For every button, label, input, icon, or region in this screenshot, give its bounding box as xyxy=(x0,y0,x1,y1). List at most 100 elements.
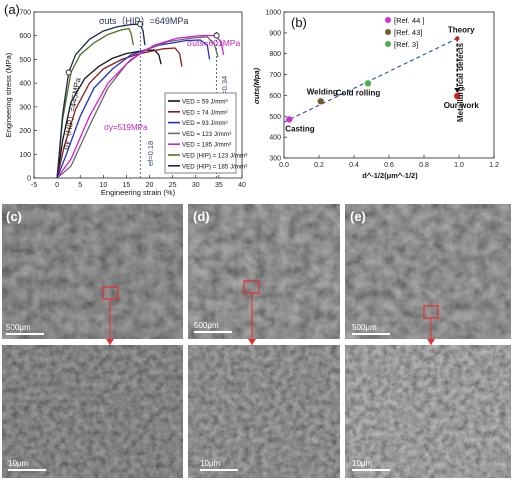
sem-c-bottom: 10μm xyxy=(2,345,183,478)
y-tick-label-b: 1000 xyxy=(265,10,281,17)
y-tick-label-b: 500 xyxy=(269,114,281,121)
annotation-uts: σuts=601MPa xyxy=(187,38,240,48)
x-tick-label: 40 xyxy=(238,182,246,189)
legend-label: VED = 59 J/mm³ xyxy=(182,99,228,106)
x-tick-label: 15 xyxy=(123,182,131,189)
x-tick-label: -5 xyxy=(31,182,37,189)
tensile-stress-strain-chart: (a) -5 0 5 10 15 20 25 30 35 40010020030040050060… xyxy=(4,2,247,197)
panel-c-label: (c) xyxy=(6,209,22,224)
x-tick-label-b: 0.2 xyxy=(314,162,324,169)
sem-d-top: (d) 500μm xyxy=(188,204,340,345)
y-tick-label: 600 xyxy=(19,33,31,40)
x-tick-label-b: 0.6 xyxy=(384,162,394,169)
y-axis-title: Engineering stress (MPa) xyxy=(4,52,13,137)
x-axis-title: Engineering strain (%) xyxy=(101,188,176,197)
y-tick-label-b: 300 xyxy=(269,156,281,163)
sem-d-bottom: 10μm xyxy=(188,345,340,478)
panel-d-label: (d) xyxy=(193,209,210,224)
scale-label-c-bottom: 10μm xyxy=(8,459,29,468)
x-axis-title-b: d^-1/2(μm^-1/2) xyxy=(362,171,418,180)
trend-line xyxy=(283,37,458,123)
annotation-uts-hip: σuts（HIP）=649MPa xyxy=(99,16,188,26)
point-label: Casting xyxy=(285,124,314,133)
legend-label-b: [Ref. 3] xyxy=(394,40,418,49)
legend-marker-b xyxy=(385,29,391,35)
point-label: Welding xyxy=(307,87,338,96)
y-tick-label-b: 700 xyxy=(269,72,281,79)
y-tick-label: 300 xyxy=(19,104,31,111)
x-tick-label: 25 xyxy=(169,182,177,189)
y-tick-label: 500 xyxy=(19,57,31,64)
x-tick-label-b: 0.4 xyxy=(349,162,359,169)
point-label: Theory xyxy=(448,25,475,34)
x-tick-label: 10 xyxy=(99,182,107,189)
series-line xyxy=(56,47,183,179)
legend-label: VED = 74 J/mm³ xyxy=(182,109,228,116)
key-point-marker xyxy=(137,21,144,28)
y-tick-label: 0 xyxy=(27,176,31,183)
legend-b: [Ref. 44 ] [Ref. 43] [Ref. 3] xyxy=(385,16,424,49)
sem-micrographs: (c) 500μm (d) 500μm (e) 500μm xyxy=(2,204,511,478)
panel-e-label: (e) xyxy=(350,209,366,224)
legend-marker-b xyxy=(385,41,391,47)
label-metallurgical-defects: Metallurgical defects xyxy=(456,42,465,122)
legend-label: VED = 123 J/mm³ xyxy=(182,131,231,138)
scale-label-c-top: 500μm xyxy=(6,323,31,332)
x-tick-label: 20 xyxy=(146,182,154,189)
x-tick-label: 35 xyxy=(215,182,223,189)
arrow-head xyxy=(454,88,461,94)
scale-label-e-top: 500μm xyxy=(352,323,377,332)
y-tick-label: 100 xyxy=(19,152,31,159)
legend: VED = 59 J/mm³ VED = 74 J/mm³ VED = 93 J/m… xyxy=(164,92,247,174)
legend-label: VED = 93 J/mm³ xyxy=(182,120,228,127)
y-tick-label: 200 xyxy=(19,128,31,135)
scale-label-d-top: 500μm xyxy=(194,321,219,330)
legend-label-b: [Ref. 44 ] xyxy=(394,16,424,25)
scale-label-d-bottom: 10μm xyxy=(200,459,221,468)
y-tick-label: 700 xyxy=(19,10,31,17)
x-tick-label: 0 xyxy=(55,182,59,189)
data-point xyxy=(317,98,324,105)
series-line xyxy=(56,49,162,179)
x-tick-label-b: 0.0 xyxy=(279,162,289,169)
y-tick-label-b: 400 xyxy=(269,135,281,142)
sem-e-top: (e) 500μm xyxy=(345,204,511,345)
panel-b-label: (b) xyxy=(291,15,307,30)
annotation-ef-hip: ef=0.18 xyxy=(146,141,155,166)
scale-label-e-bottom: 10μm xyxy=(352,459,373,468)
annotation-ys: σy=519MPa xyxy=(104,123,148,132)
series-line xyxy=(56,27,135,179)
legend-label: VED (HIP) = 185 J/mm³ xyxy=(182,163,247,170)
data-point xyxy=(286,116,293,123)
legend-marker-b xyxy=(385,17,391,23)
scale-bar-d-top xyxy=(194,331,232,333)
y-tick-label: 400 xyxy=(19,81,31,88)
data-point xyxy=(364,80,372,87)
panel-a-label: (a) xyxy=(4,2,20,17)
sem-c-top: (c) 500μm xyxy=(2,204,183,345)
x-tick-label-b: 1.0 xyxy=(454,162,464,169)
plot-frame xyxy=(33,11,243,179)
y-tick-label-b: 600 xyxy=(269,93,281,100)
x-tick-label-b: 1.2 xyxy=(489,162,499,169)
series-line xyxy=(56,36,219,179)
x-tick-label: 5 xyxy=(78,182,82,189)
y-tick-label-b: 800 xyxy=(269,51,281,58)
point-label: Cold rolling xyxy=(336,88,381,97)
legend-label: VED = 185 J/mm³ xyxy=(182,142,231,149)
key-point-marker xyxy=(213,32,220,39)
point-label: Our work xyxy=(444,101,480,110)
sem-e-bottom: 10μm xyxy=(345,345,511,478)
x-tick-label: 30 xyxy=(192,182,200,189)
y-axis-title-b: σuts(Mpa) xyxy=(252,67,261,104)
scale-bar-c-top xyxy=(6,333,44,335)
x-tick-label-b: 0.8 xyxy=(419,162,429,169)
y-tick-label-b: 900 xyxy=(269,30,281,37)
key-point-marker xyxy=(65,69,72,76)
scale-bar-e-top xyxy=(352,333,390,335)
uts-vs-grain-size-chart: (b) 0.0 0.2 0.4 0.6 0.8 1.0 1.2 300 400 500 600 700… xyxy=(252,10,499,181)
data-point xyxy=(454,92,461,100)
annotation-ef: ef=0.34 xyxy=(220,76,229,101)
legend-label: VED (HIP) = 123 J/mm³ xyxy=(182,153,247,160)
